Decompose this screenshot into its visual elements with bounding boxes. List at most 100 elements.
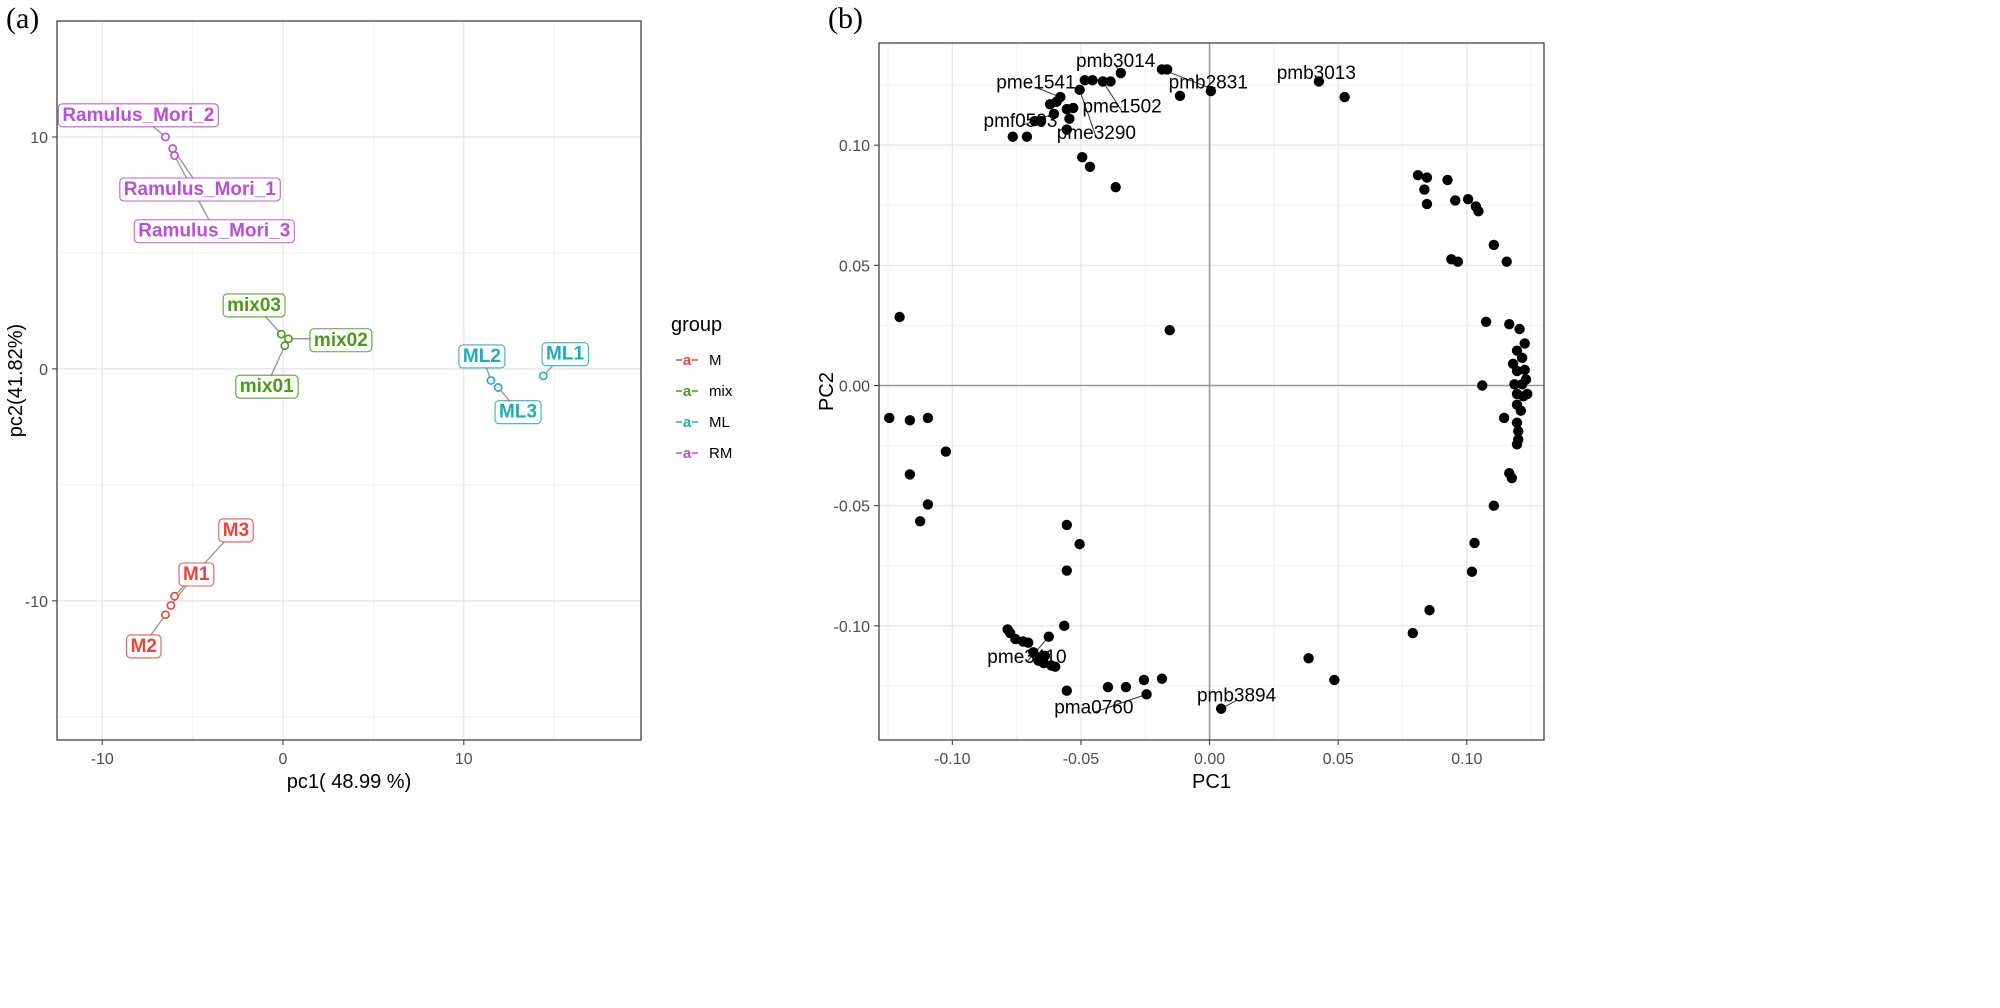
data-point [1477, 380, 1488, 391]
data-point [1035, 651, 1047, 663]
data-point [1466, 566, 1478, 577]
data-point [1469, 537, 1480, 549]
data-point [1339, 91, 1350, 103]
data-point [1450, 195, 1461, 206]
data-point [1446, 254, 1457, 265]
point-label-box [133, 219, 295, 244]
annotation-leader-line [1035, 86, 1061, 98]
data-point [1511, 417, 1523, 428]
data-point [280, 341, 290, 351]
data-point [1462, 194, 1474, 205]
point-label: mix03 [227, 295, 281, 316]
point-label: mix02 [314, 330, 368, 351]
data-point [1511, 399, 1523, 410]
point-label: pme1502 [1082, 96, 1161, 117]
data-point [1522, 388, 1533, 400]
data-point [1033, 655, 1044, 666]
legend-entry-label: M [709, 352, 722, 369]
data-point [1061, 565, 1072, 576]
panel-label-a: (a) [6, 2, 40, 35]
data-point [1023, 637, 1034, 648]
data-point [1519, 364, 1530, 376]
point-label: Ramulus_Mori_1 [124, 179, 276, 200]
data-point [1511, 439, 1523, 450]
data-point [1513, 434, 1524, 445]
data-point [1174, 90, 1186, 102]
point-label: M3 [223, 520, 249, 541]
data-point [1050, 661, 1061, 672]
data-point [1007, 131, 1018, 142]
point-label: Ramulus_Mori_2 [62, 105, 214, 126]
data-point [1215, 703, 1227, 714]
annotation-leader-line [1220, 699, 1237, 710]
data-point [170, 591, 179, 601]
data-point [1048, 108, 1060, 120]
data-point [1329, 674, 1340, 686]
data-point [1313, 76, 1325, 87]
annotation-leader-line [1093, 693, 1147, 713]
data-point [1501, 256, 1512, 267]
data-point [1002, 624, 1013, 635]
data-point [1051, 96, 1062, 108]
x-tick-label: 10 [455, 751, 473, 768]
point-label-box [57, 103, 219, 128]
point-label-box [178, 562, 215, 587]
data-point [1511, 365, 1523, 377]
data-point [1079, 75, 1091, 86]
data-point [1419, 184, 1430, 195]
point-label-box [494, 400, 542, 425]
data-point [1074, 538, 1085, 550]
data-point [1480, 316, 1492, 327]
data-point [1064, 113, 1075, 124]
point-label: ML1 [546, 344, 584, 365]
data-point [1421, 172, 1433, 183]
legend-key-letter: a [683, 445, 692, 462]
data-point [1059, 620, 1070, 632]
point-label: M1 [183, 564, 210, 585]
data-point [1035, 115, 1047, 127]
x-axis-title: PC1 [1192, 771, 1231, 793]
data-point [1017, 636, 1029, 647]
data-point [1156, 64, 1168, 75]
point-label: ML3 [499, 402, 537, 423]
point-label-box [458, 344, 506, 369]
legend-entry-label: ML [709, 414, 730, 431]
data-point [1424, 605, 1435, 616]
data-point [276, 329, 286, 339]
data-point [1004, 627, 1016, 639]
data-point [1473, 206, 1484, 217]
data-point [486, 376, 496, 385]
data-point [1470, 201, 1482, 212]
point-label: pmb3014 [1076, 51, 1156, 72]
data-point [1516, 379, 1528, 390]
x-axis-title: pc1( 48.99 %) [287, 771, 412, 793]
point-label: M2 [131, 636, 157, 657]
point-label: pma0760 [1054, 697, 1133, 718]
annotation-leader-line [1161, 68, 1209, 88]
data-point [538, 371, 548, 381]
data-point [1061, 685, 1072, 696]
data-point [1516, 352, 1528, 364]
annotation-leader-line [1102, 81, 1123, 112]
data-point [1520, 374, 1532, 385]
data-point [1488, 239, 1500, 251]
data-point [1407, 627, 1419, 639]
data-point [1061, 519, 1072, 531]
data-point [1097, 76, 1109, 87]
data-point [284, 334, 293, 344]
data-point [493, 383, 503, 392]
data-point [1038, 657, 1049, 669]
point-label: Ramulus_Mori_3 [138, 221, 290, 242]
data-point [1043, 631, 1054, 642]
data-point [1046, 660, 1057, 671]
data-point [1511, 388, 1523, 400]
point-label: pmb2831 [1169, 72, 1248, 93]
pca-sample-chart: -10 0 10 -10 0 10 pc1( 48.99 %) pc2(41.82%) Ramu… [5, 20, 733, 793]
data-point [1138, 674, 1150, 686]
data-point [170, 151, 179, 160]
data-point [1115, 67, 1127, 79]
data-point [1514, 323, 1525, 335]
data-point [1507, 358, 1519, 370]
point-label-box [222, 293, 286, 318]
data-point [161, 132, 170, 142]
